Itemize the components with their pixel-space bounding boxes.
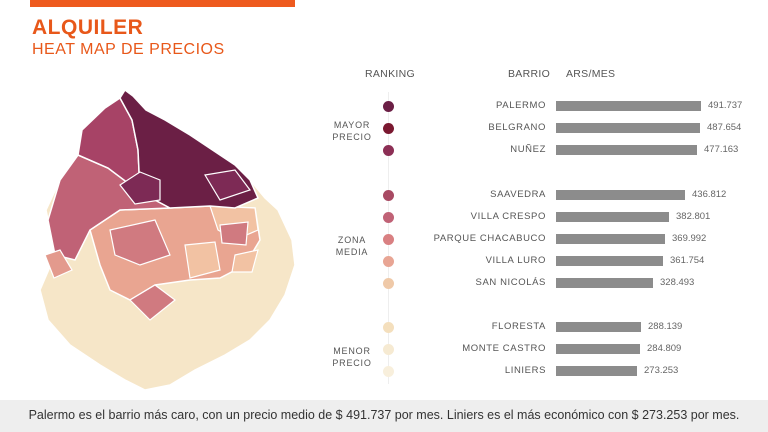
price-bar	[556, 190, 685, 200]
ranking-dot	[383, 212, 394, 223]
group-label-low: MENOR PRECIO	[332, 346, 372, 368]
heat-map	[39, 88, 296, 391]
ranking-dot	[383, 145, 394, 156]
price-bar	[556, 366, 637, 376]
footer-bar	[0, 400, 768, 432]
group-label-top: MAYOR PRECIO	[332, 120, 372, 142]
footer-text: Palermo es el barrio más caro, con un pr…	[28, 408, 740, 422]
barrio-label: SAN NICOLÁS	[475, 277, 546, 288]
group-label-mid: ZONA MEDIA	[335, 235, 369, 257]
price-bar	[556, 278, 653, 288]
barrio-label: VILLA LURO	[485, 255, 546, 266]
barrio-label: PALERMO	[496, 100, 546, 111]
price-bar	[556, 322, 641, 332]
price-value: 361.754	[670, 255, 705, 266]
price-value: 491.737	[708, 100, 743, 111]
price-value: 477.163	[704, 144, 739, 155]
page-subtitle: HEAT MAP DE PRECIOS	[32, 41, 225, 58]
price-value: 288.139	[648, 321, 683, 332]
map-red-blocks	[109, 219, 249, 321]
price-bar	[556, 101, 701, 111]
ranking-dot	[383, 256, 394, 267]
price-value: 328.493	[660, 277, 695, 288]
top-accent-bar	[30, 0, 295, 7]
price-bar	[556, 256, 663, 266]
map-top-blocks	[119, 169, 251, 205]
ranking-dot	[383, 123, 394, 134]
ranking-dot	[383, 322, 394, 333]
price-bar	[556, 344, 640, 354]
ranking-dot	[383, 190, 394, 201]
barrio-label: VILLA CRESPO	[470, 211, 546, 222]
barrio-label: PARQUE CHACABUCO	[433, 233, 546, 244]
ranking-dot	[383, 234, 394, 245]
price-value: 487.654	[707, 122, 742, 133]
map-small-patch	[44, 249, 73, 279]
ranking-dot	[383, 101, 394, 112]
barrio-label: FLORESTA	[491, 321, 546, 332]
price-bar	[556, 123, 700, 133]
unit-header: ARS/MES	[566, 68, 616, 80]
ranking-dot	[383, 344, 394, 355]
price-bar	[556, 145, 697, 155]
price-value: 273.253	[644, 365, 679, 376]
barrio-label: SAAVEDRA	[490, 189, 546, 200]
price-value: 369.992	[672, 233, 707, 244]
barrio-label: NUÑEZ	[510, 144, 546, 155]
price-value: 382.801	[676, 211, 711, 222]
ranking-dot	[383, 278, 394, 289]
ranking-dot	[383, 366, 394, 377]
barrio-header: BARRIO	[508, 68, 551, 80]
barrio-label: LINIERS	[504, 365, 546, 376]
page-title: ALQUILER	[32, 16, 144, 39]
price-bar	[556, 234, 665, 244]
ranking-header: RANKING	[365, 68, 415, 80]
barrio-label: MONTE CASTRO	[462, 343, 546, 354]
barrio-label: BELGRANO	[488, 122, 546, 133]
price-value: 436.812	[692, 189, 727, 200]
price-value: 284.809	[647, 343, 682, 354]
price-bar	[556, 212, 669, 222]
